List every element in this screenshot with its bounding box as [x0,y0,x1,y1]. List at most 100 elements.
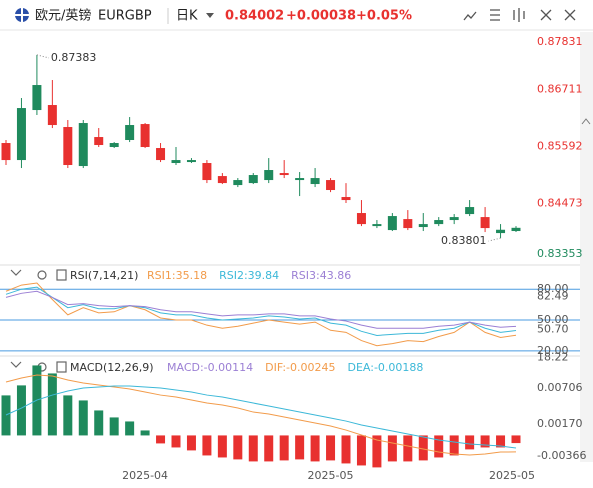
last-price: 0.84002 [225,9,284,24]
period-selector[interactable]: 日K [176,9,198,24]
fullscreen-button[interactable] [540,9,552,21]
x-tick-label: 2025-04 [122,469,168,482]
macd-bar [47,373,57,436]
macd-collapse[interactable] [10,361,22,368]
macd-bar [310,435,320,462]
candle-body [156,148,166,161]
candle-body [78,123,88,167]
candle-body [295,178,305,181]
candle-body [217,176,227,184]
candle-body [47,105,57,126]
macd-bar [480,435,490,448]
y-tick-label: 80.00 [537,282,569,295]
candle-body [387,216,397,231]
candle-style-button[interactable] [513,8,525,22]
rsi-line [5,290,517,329]
candle-body [202,163,212,181]
candle-body [449,217,459,221]
macd-bar [78,400,88,436]
macd-bar [140,430,150,436]
macd-bar [125,421,135,436]
candle-body [1,143,11,161]
indicator-button[interactable] [463,11,477,21]
candle-body [16,108,26,161]
rsi-settings[interactable] [37,270,47,280]
y-tick-label: 0.85592 [537,140,583,153]
y-tick-label: 0.84473 [537,197,583,210]
macd-bar [326,435,336,461]
y-tick-label: 0.00706 [537,381,583,394]
macd-bar [511,435,521,444]
annotation-leader [36,54,50,59]
macd-title: MACD(12,26,9) [70,361,154,374]
macd-bar [372,435,382,468]
legend-entry: DIF:-0.00245 [265,361,335,374]
annotation: 0.87383 [51,51,96,64]
macd-bar [449,435,459,456]
macd-bar [387,435,397,462]
macd-bar [434,435,444,458]
macd-bar [1,395,11,436]
candle-body [418,224,428,228]
axis-mark-label: 82.49 [537,290,569,303]
macd-bar [109,417,119,436]
axis-mark-label: 18.22 [537,351,569,364]
macd-bar [356,435,366,466]
macd-bar [16,385,26,436]
macd-bar [279,435,289,461]
y-tick-label: 0.87831 [537,35,583,48]
annotation-leader [488,237,501,242]
axis-mark-label: 50.70 [537,322,569,335]
price-change: +0.00038 [286,9,356,24]
rsi-collapse[interactable] [10,269,22,276]
macd-bar [171,435,181,448]
scrollbar[interactable] [580,32,593,462]
candle-body [310,178,320,185]
macd-bar [496,435,506,448]
candle-body [511,227,521,232]
macd-bar [94,410,104,436]
macd-menu[interactable] [56,361,67,373]
instrument-name: 欧元/英镑 [35,8,91,24]
candle-body [233,180,243,186]
candle-body [326,180,336,191]
candle-body [140,124,150,148]
settings-button[interactable] [490,9,500,21]
candle-body [63,127,73,166]
candle-body [480,217,490,229]
collapse-button[interactable] [581,118,591,125]
y-tick-label: 0.00170 [537,417,583,430]
rsi-line [5,282,517,347]
instrument-symbol: EURGBP [98,9,152,24]
x-tick-label: 2025-05 [489,469,535,482]
macd-line [5,374,517,456]
legend-entry: RSI3:43.86 [291,269,351,282]
candle-body [279,173,289,176]
candle-body [109,143,119,148]
legend-entry: DEA:-0.00188 [348,361,424,374]
macd-bar [465,435,475,450]
close-button[interactable] [564,9,576,21]
legend-entry: MACD:-0.00114 [167,361,253,374]
candle-body [94,137,104,146]
y-tick-label: 0.83353 [537,247,583,260]
macd-bar [264,435,274,462]
macd-bar [186,435,196,451]
annotation: 0.83801 [441,234,487,247]
y-tick-label: -0.00366 [537,449,586,462]
rsi-line [5,286,517,336]
macd-bar [418,435,428,461]
candle-body [496,229,506,234]
legend-entry: RSI1:35.18 [147,269,207,282]
candle-body [171,160,181,164]
macd-bar [63,395,73,436]
macd-bar [248,435,258,462]
macd-bar [217,435,227,458]
y-tick-label: 20.00 [537,344,569,357]
candle-body [465,207,475,215]
candle-body [125,125,135,141]
period-dropdown[interactable] [206,13,214,18]
candle-body [248,175,258,184]
rsi-menu[interactable] [56,269,67,281]
